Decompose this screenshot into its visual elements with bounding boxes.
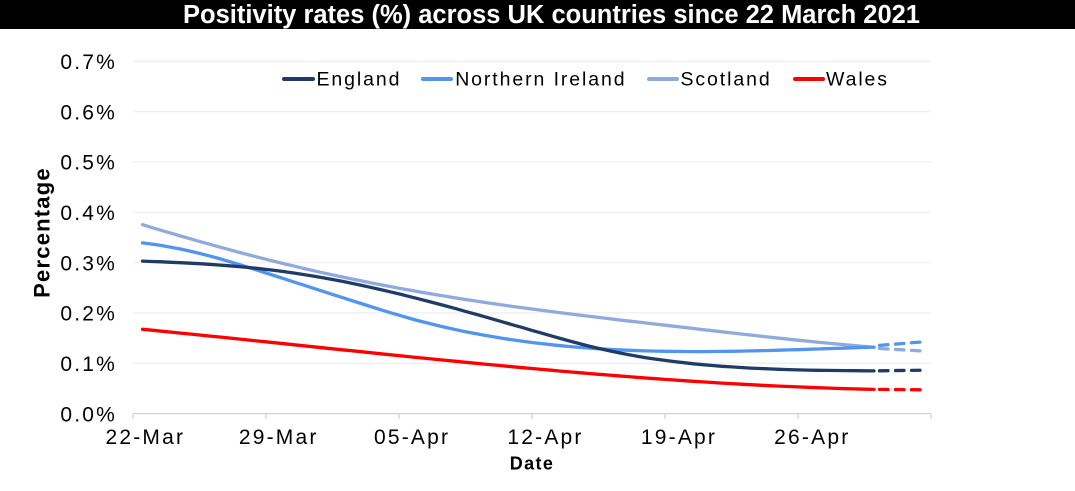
svg-text:29-Mar: 29-Mar <box>239 426 319 449</box>
svg-text:Northern Ireland: Northern Ireland <box>455 69 626 91</box>
svg-text:Date: Date <box>510 454 555 474</box>
svg-text:26-Apr: 26-Apr <box>774 426 850 449</box>
svg-text:0.0%: 0.0% <box>60 403 117 426</box>
svg-text:England: England <box>317 69 402 91</box>
svg-text:12-Apr: 12-Apr <box>507 426 583 449</box>
svg-text:Scotland: Scotland <box>681 69 772 91</box>
svg-text:Percentage: Percentage <box>30 167 55 298</box>
svg-text:0.6%: 0.6% <box>60 101 117 124</box>
svg-text:0.4%: 0.4% <box>60 202 117 225</box>
svg-text:0.5%: 0.5% <box>60 152 117 175</box>
svg-text:Wales: Wales <box>826 69 889 91</box>
svg-text:05-Apr: 05-Apr <box>374 426 450 449</box>
svg-text:0.2%: 0.2% <box>60 303 117 326</box>
svg-text:0.1%: 0.1% <box>60 353 117 376</box>
svg-text:0.7%: 0.7% <box>60 51 117 74</box>
svg-text:19-Apr: 19-Apr <box>641 426 717 449</box>
svg-text:22-Mar: 22-Mar <box>105 426 185 449</box>
svg-text:0.3%: 0.3% <box>60 252 117 275</box>
